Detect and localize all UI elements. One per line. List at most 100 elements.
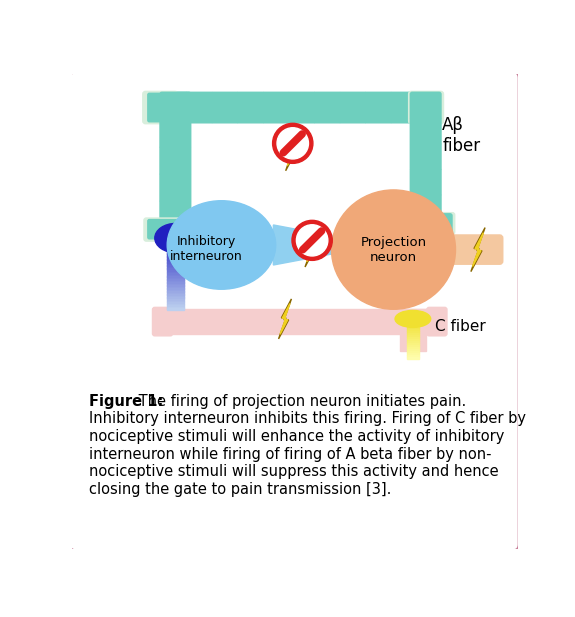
Bar: [167, 291, 184, 293]
Bar: [167, 278, 184, 280]
FancyBboxPatch shape: [237, 93, 264, 123]
Polygon shape: [286, 126, 300, 171]
Polygon shape: [471, 228, 485, 271]
FancyBboxPatch shape: [390, 93, 418, 123]
Polygon shape: [288, 132, 298, 166]
Text: Aβ
fiber: Aβ fiber: [442, 117, 481, 155]
FancyBboxPatch shape: [448, 235, 503, 264]
Bar: [167, 281, 184, 283]
FancyBboxPatch shape: [339, 93, 367, 123]
Circle shape: [277, 128, 308, 159]
Polygon shape: [273, 225, 347, 265]
FancyBboxPatch shape: [144, 218, 207, 241]
FancyBboxPatch shape: [160, 200, 191, 229]
Bar: [167, 296, 184, 298]
Bar: [167, 264, 184, 266]
Circle shape: [273, 123, 313, 164]
Bar: [407, 349, 419, 351]
Bar: [167, 304, 184, 305]
Bar: [167, 297, 184, 299]
Bar: [167, 247, 184, 249]
FancyBboxPatch shape: [160, 146, 191, 175]
Bar: [407, 357, 419, 359]
Bar: [407, 323, 419, 325]
Polygon shape: [280, 304, 290, 334]
Bar: [407, 337, 419, 339]
Bar: [167, 259, 184, 261]
Text: Inhibitory interneuron inhibits this firing. Firing of C fiber by: Inhibitory interneuron inhibits this fir…: [89, 412, 526, 426]
FancyBboxPatch shape: [152, 307, 172, 336]
Bar: [407, 339, 419, 341]
FancyBboxPatch shape: [70, 72, 519, 550]
Bar: [167, 261, 184, 263]
FancyBboxPatch shape: [400, 214, 452, 233]
Bar: [167, 290, 184, 292]
FancyBboxPatch shape: [148, 220, 204, 239]
FancyBboxPatch shape: [313, 93, 341, 123]
Bar: [167, 268, 184, 270]
Bar: [167, 307, 184, 308]
Circle shape: [292, 220, 332, 260]
Bar: [167, 276, 184, 278]
Bar: [167, 287, 184, 289]
Bar: [167, 305, 184, 307]
Bar: [167, 294, 184, 296]
FancyBboxPatch shape: [143, 91, 178, 123]
Bar: [167, 246, 184, 247]
FancyBboxPatch shape: [397, 213, 455, 234]
FancyBboxPatch shape: [409, 91, 443, 123]
Bar: [167, 255, 184, 257]
Bar: [407, 347, 419, 349]
Bar: [167, 262, 184, 264]
FancyBboxPatch shape: [413, 93, 439, 122]
Text: nociceptive stimuli will enhance the activity of inhibitory: nociceptive stimuli will enhance the act…: [89, 429, 504, 444]
Bar: [167, 265, 184, 267]
Bar: [167, 308, 184, 310]
Bar: [420, 232, 431, 246]
Bar: [167, 285, 184, 287]
Polygon shape: [305, 223, 319, 267]
FancyBboxPatch shape: [411, 168, 441, 196]
Bar: [411, 93, 440, 220]
Bar: [167, 241, 184, 243]
FancyBboxPatch shape: [288, 93, 316, 123]
Bar: [167, 236, 184, 238]
Bar: [167, 233, 184, 235]
Text: Figure 1:: Figure 1:: [89, 394, 163, 408]
Bar: [167, 282, 184, 284]
Text: Inhibitory
interneuron: Inhibitory interneuron: [170, 235, 242, 263]
Bar: [400, 309, 426, 351]
Text: C fiber: C fiber: [435, 319, 485, 334]
FancyBboxPatch shape: [365, 93, 392, 123]
Bar: [161, 93, 190, 228]
Bar: [407, 319, 419, 321]
Bar: [167, 244, 184, 246]
Bar: [407, 329, 419, 331]
Text: Projection
neuron: Projection neuron: [361, 236, 427, 263]
Bar: [167, 235, 184, 237]
Text: nociceptive stimuli will suppress this activity and hence: nociceptive stimuli will suppress this a…: [89, 465, 499, 479]
FancyBboxPatch shape: [411, 118, 441, 145]
Bar: [161, 93, 417, 122]
Bar: [407, 333, 419, 335]
FancyBboxPatch shape: [160, 93, 191, 122]
FancyBboxPatch shape: [411, 194, 441, 222]
Bar: [167, 270, 184, 272]
FancyBboxPatch shape: [160, 173, 191, 202]
Bar: [407, 341, 419, 343]
Text: The firing of projection neuron initiates pain.: The firing of projection neuron initiate…: [134, 394, 466, 408]
Text: interneuron while firing of firing of A beta fiber by non-: interneuron while firing of firing of A …: [89, 447, 492, 462]
Polygon shape: [473, 233, 484, 267]
FancyBboxPatch shape: [411, 93, 441, 120]
Bar: [407, 343, 419, 346]
Bar: [407, 355, 419, 357]
FancyBboxPatch shape: [411, 242, 440, 256]
Ellipse shape: [167, 201, 275, 289]
Bar: [407, 335, 419, 337]
Bar: [161, 309, 438, 334]
Circle shape: [296, 225, 328, 256]
Ellipse shape: [332, 190, 455, 309]
Bar: [407, 345, 419, 347]
FancyBboxPatch shape: [427, 307, 447, 336]
Bar: [167, 293, 184, 295]
